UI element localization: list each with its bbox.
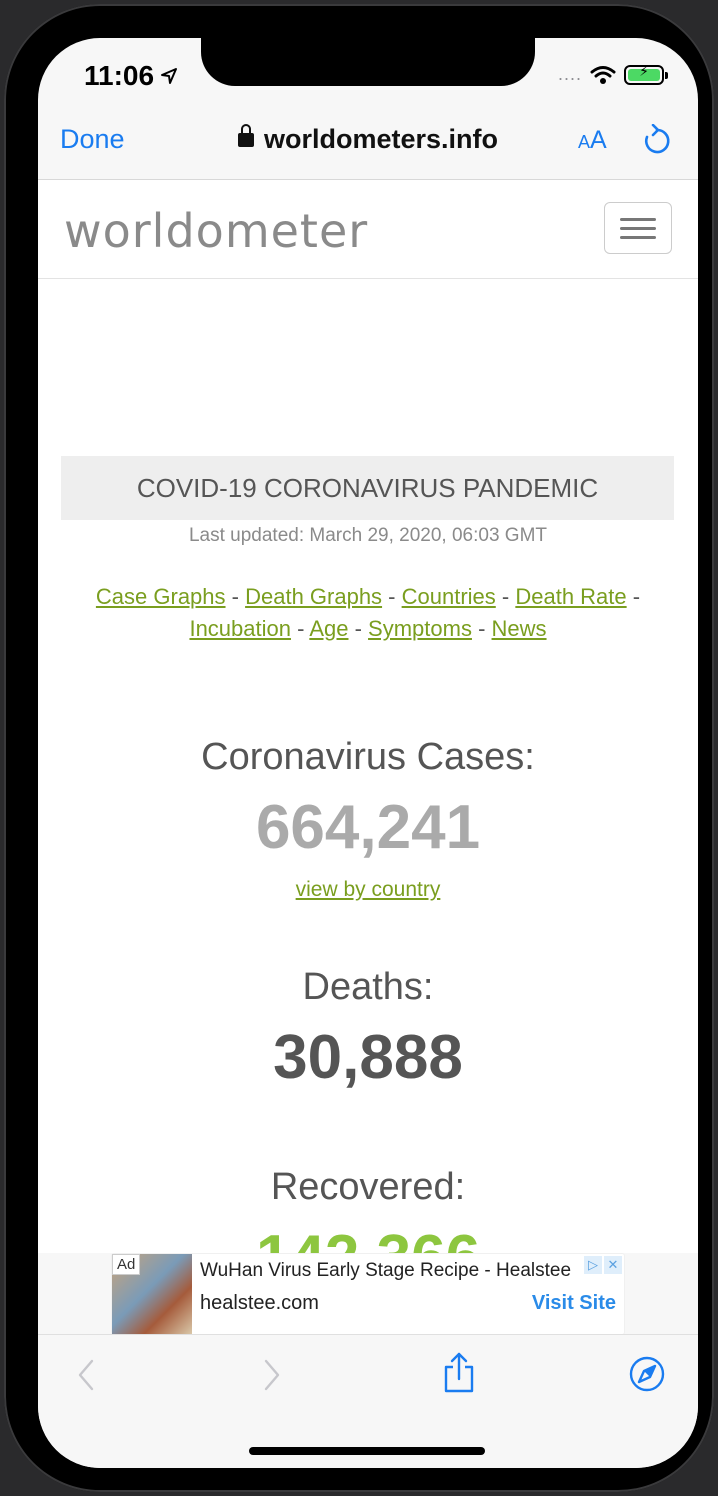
reload-icon[interactable] (642, 124, 672, 158)
view-by-country-link[interactable]: view by country (295, 878, 441, 901)
deaths-value: 30,888 (273, 1023, 463, 1092)
ad-banner[interactable]: Ad WuHan Virus Early Stage Recipe - Heal… (112, 1254, 624, 1334)
ad-choices[interactable]: ▷ ✕ (584, 1256, 622, 1274)
clock: 11:06 (84, 60, 155, 91)
pandemic-banner: COVID-19 CORONAVIRUS PANDEMIC (61, 456, 674, 520)
hamburger-menu-button[interactable] (604, 202, 672, 254)
screen: 11:06 .... ⚡ Done (38, 38, 698, 1468)
wifi-icon (590, 65, 616, 84)
link-case-graphs[interactable]: Case Graphs (95, 584, 226, 609)
link-news[interactable]: News (491, 616, 547, 641)
adchoices-icon[interactable]: ▷ (584, 1256, 602, 1274)
phone-bezel: 11:06 .... ⚡ Done (4, 4, 714, 1492)
browser-bottom-toolbar (38, 1334, 698, 1468)
ad-title[interactable]: WuHan Virus Early Stage Recipe - Healste… (200, 1260, 576, 1281)
aa-small: A (578, 132, 591, 152)
link-symptoms[interactable]: Symptoms (368, 616, 472, 641)
cases-value: 664,241 (255, 793, 481, 862)
link-countries[interactable]: Countries (401, 584, 496, 609)
back-icon[interactable] (74, 1355, 98, 1395)
ad-badge: Ad (112, 1254, 141, 1275)
site-header: worldometer (38, 179, 698, 279)
link-death-rate[interactable]: Death Rate (515, 584, 627, 609)
nav-links: Case Graphs - Death Graphs - Countries -… (95, 584, 641, 641)
web-content: worldometer COVID-19 CORONAVIRUS PANDEMI… (38, 179, 698, 1253)
status-time: 11:06 (84, 60, 178, 92)
browser-top-bar: Done worldometers.info AA (38, 122, 698, 182)
ad-close-icon[interactable]: ✕ (604, 1256, 622, 1274)
link-age[interactable]: Age (309, 616, 349, 641)
url-field[interactable]: worldometers.info (38, 124, 698, 155)
cases-label: Coronavirus Cases: (201, 736, 535, 778)
ad-domain: healstee.com (200, 1292, 319, 1314)
notch (201, 38, 535, 86)
lock-icon (237, 124, 254, 147)
share-icon[interactable] (442, 1351, 476, 1395)
url-text: worldometers.info (263, 124, 499, 154)
link-death-graphs[interactable]: Death Graphs (245, 584, 383, 609)
battery-icon: ⚡ (624, 63, 668, 85)
deaths-label: Deaths: (302, 966, 434, 1008)
ad-visit-site-button[interactable]: Visit Site (531, 1292, 616, 1314)
recovered-label: Recovered: (270, 1166, 466, 1208)
reader-text-size-button[interactable]: AA (578, 126, 607, 155)
done-button[interactable]: Done (60, 124, 125, 154)
last-updated: Last updated: March 29, 2020, 06:03 GMT (188, 525, 548, 546)
forward-icon[interactable] (260, 1355, 284, 1395)
aa-large: A (590, 126, 607, 154)
home-indicator[interactable] (249, 1447, 485, 1455)
signal-dots: .... (557, 64, 582, 84)
status-indicators: .... ⚡ (557, 63, 668, 85)
site-logo[interactable]: worldometer (64, 204, 369, 258)
location-arrow-icon (161, 68, 178, 84)
link-incubation[interactable]: Incubation (189, 616, 291, 641)
recovered-value: 142,366 (38, 1222, 698, 1253)
compass-icon[interactable] (628, 1355, 666, 1393)
